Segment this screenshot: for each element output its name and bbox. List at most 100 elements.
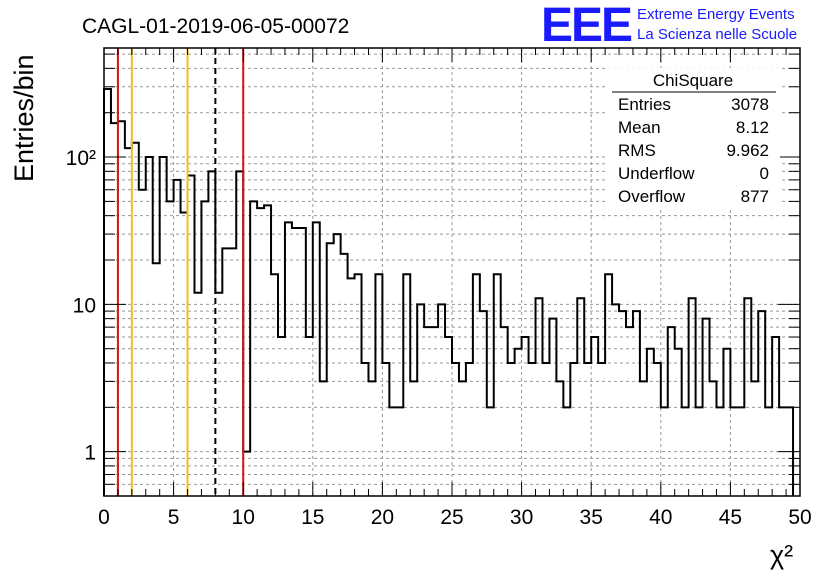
histogram-bin <box>403 274 410 496</box>
histogram-bin <box>626 327 633 496</box>
histogram-bin <box>355 274 362 496</box>
histogram-bin <box>647 349 654 496</box>
histogram-bin <box>334 234 341 496</box>
histogram-bin <box>118 121 125 496</box>
histogram-bin <box>758 311 765 496</box>
histogram-bin <box>362 363 369 496</box>
histogram-bin <box>236 171 243 496</box>
logo-line-1: Extreme Energy Events <box>637 6 795 23</box>
histogram-bin <box>264 205 271 496</box>
eee-logo: EEE Extreme Energy Events La Scienza nel… <box>541 0 797 52</box>
histogram-bin <box>452 363 459 496</box>
stats-label: Mean <box>618 118 661 137</box>
histogram-bin <box>257 208 264 496</box>
histogram-bin <box>696 407 703 496</box>
histogram-bin <box>292 228 299 496</box>
x-tick-label: 45 <box>719 506 742 529</box>
histogram-bin <box>542 363 549 496</box>
histogram-bin <box>174 180 181 496</box>
x-tick-label: 5 <box>168 506 180 529</box>
histogram-bin <box>570 363 577 496</box>
histogram-bin <box>723 349 730 496</box>
histogram-bin <box>612 304 619 496</box>
y-tick-label: 1 <box>84 442 96 465</box>
stats-label: Overflow <box>618 187 686 206</box>
histogram-bin <box>751 381 758 496</box>
histogram-bin <box>765 407 772 496</box>
histogram-bin <box>153 263 160 496</box>
histogram-bin <box>591 337 598 496</box>
histogram-bin <box>160 157 167 496</box>
histogram-bin <box>368 381 375 496</box>
histogram-bin <box>215 293 222 496</box>
histogram-bin <box>556 381 563 496</box>
histogram-bin <box>188 175 195 496</box>
histogram-bin <box>382 363 389 496</box>
histogram-bin <box>682 407 689 496</box>
histogram-bin <box>689 298 696 496</box>
histogram-bin <box>375 274 382 496</box>
histogram-bin <box>661 407 668 496</box>
grid <box>104 48 800 496</box>
axis-ticks <box>103 48 801 496</box>
histogram-bin <box>348 278 355 496</box>
histogram-bin <box>243 452 250 496</box>
stats-value: 0 <box>760 164 769 183</box>
x-tick-label: 10 <box>232 506 255 529</box>
histogram-bin <box>341 254 348 496</box>
histogram-bin <box>744 298 751 496</box>
stats-label: Entries <box>618 95 671 114</box>
histogram-bin <box>410 381 417 496</box>
histogram-bin <box>737 407 744 496</box>
histogram-bin <box>619 311 626 496</box>
histogram-bin <box>396 407 403 496</box>
histogram-bin <box>529 363 536 496</box>
x-tick-label: 25 <box>440 506 463 529</box>
histogram-bin <box>640 381 647 496</box>
histogram-bin <box>487 407 494 496</box>
stats-value: 8.12 <box>736 118 769 137</box>
histogram-bin <box>146 157 153 496</box>
logo-line-2: La Scienza nelle Scuole <box>637 26 797 43</box>
histogram-bin <box>730 407 737 496</box>
stats-label: Underflow <box>618 164 695 183</box>
histogram-bin <box>522 337 529 496</box>
histogram-bin <box>459 381 466 496</box>
x-tick-label: 35 <box>580 506 603 529</box>
x-tick-label: 50 <box>788 506 811 529</box>
histogram-bin <box>710 381 717 496</box>
histogram-bin <box>139 190 146 496</box>
histogram-bin <box>306 337 313 496</box>
histogram-bin <box>320 381 327 496</box>
histogram-bin <box>549 319 556 496</box>
histogram-bin <box>222 248 229 496</box>
stats-box: ChiSquare Entries 3078 Mean 8.12 RMS 9.962 Und… <box>608 68 780 210</box>
histogram-bin <box>654 363 661 496</box>
stats-value: 877 <box>741 187 769 206</box>
histogram-bin <box>125 148 132 496</box>
histogram-bin <box>675 349 682 496</box>
histogram-bin <box>473 274 480 496</box>
histogram-bin <box>466 363 473 496</box>
stats-label: RMS <box>618 141 656 160</box>
histogram-bin <box>508 363 515 496</box>
y-axis-label: Entries/bin <box>9 54 39 182</box>
y-tick-label: 10 <box>73 294 96 317</box>
histogram-bin <box>208 171 215 496</box>
histogram-bin <box>285 222 292 496</box>
stats-value: 9.962 <box>726 141 769 160</box>
histogram-bin <box>313 222 320 496</box>
histogram-bin <box>181 213 188 496</box>
histogram-bin <box>536 298 543 496</box>
histogram-bin <box>480 311 487 496</box>
histogram-bin <box>104 89 111 496</box>
histogram-bin <box>605 274 612 496</box>
histogram-bin <box>229 248 236 496</box>
histogram-bin <box>132 143 139 496</box>
histogram-bin <box>250 201 257 496</box>
histogram-bin <box>584 363 591 496</box>
histogram-bin <box>445 337 452 496</box>
histogram-bin <box>424 327 431 496</box>
x-tick-labels: 0 5 10 15 20 25 30 35 40 45 50 <box>98 506 812 529</box>
stats-value: 3078 <box>731 95 769 114</box>
